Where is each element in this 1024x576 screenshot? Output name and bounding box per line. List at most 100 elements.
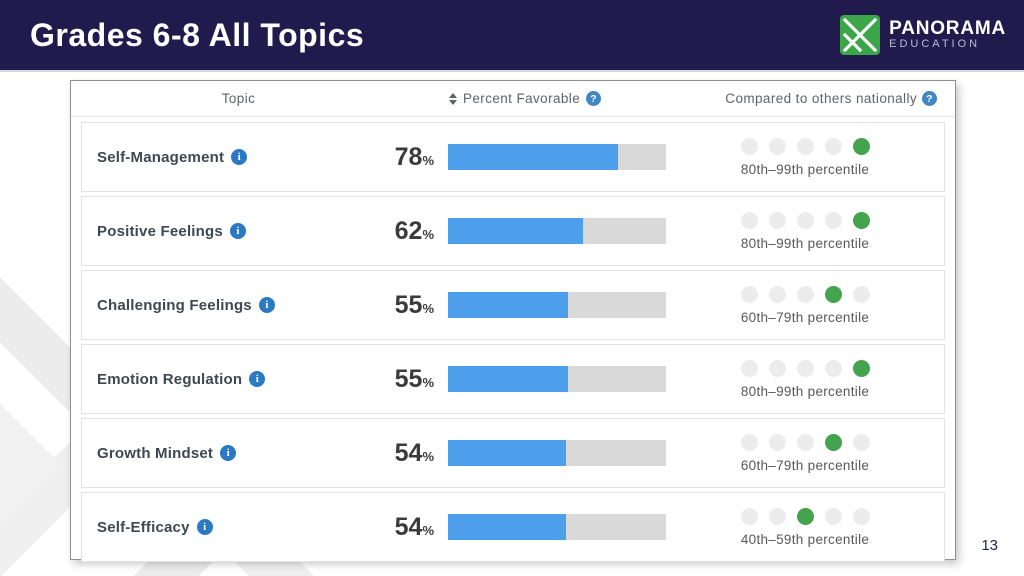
percent-bar-cell (448, 514, 666, 540)
table-row: Growth Mindset i 54% 60th–79th percentil… (81, 418, 945, 488)
percentile-dot (824, 507, 842, 525)
percent-bar-fill (448, 144, 619, 170)
percent-bar-cell (448, 440, 666, 466)
percentile-indicator: 40th–59th percentile (666, 507, 944, 547)
topic-label: Emotion Regulation (97, 370, 243, 388)
percentile-indicator: 60th–79th percentile (666, 433, 944, 473)
topic-cell: Growth Mindset i (82, 445, 362, 462)
table-header-row: Topic Percent Favorable ? Compared to ot… (71, 81, 955, 117)
percentile-dot (824, 137, 842, 155)
percentile-dot (740, 211, 758, 229)
table-row: Emotion Regulation i 55% 80th–99th perce… (81, 344, 945, 414)
percentile-dots (740, 359, 870, 377)
table-row: Self-Efficacy i 54% 40th–59th percentile (81, 492, 945, 562)
percent-bar-track (448, 144, 666, 170)
percent-bar-track (448, 292, 666, 318)
percentile-dot-active (824, 433, 842, 451)
topic-cell: Challenging Feelings i (82, 297, 362, 314)
percentile-dot-active (796, 507, 814, 525)
info-icon[interactable]: i (249, 371, 266, 387)
percentile-indicator: 80th–99th percentile (666, 211, 944, 251)
percentile-dot (796, 359, 814, 377)
percentile-indicator: 60th–79th percentile (666, 285, 944, 325)
percentile-dot (852, 433, 870, 451)
table-row: Challenging Feelings i 55% 60th–79th per… (81, 270, 945, 340)
info-icon[interactable]: i (258, 297, 275, 313)
percent-sign: % (422, 152, 434, 168)
percent-number: 78 (394, 142, 423, 171)
percentile-dot (796, 137, 814, 155)
column-header-compared-nationally: Compared to others nationally ? (725, 91, 937, 106)
percentile-label: 80th–99th percentile (740, 383, 870, 399)
percent-favorable-value: 55% (362, 291, 434, 320)
percent-number: 62 (394, 216, 423, 245)
topic-label: Self-Management (97, 148, 225, 166)
percentile-dot (824, 359, 842, 377)
percent-bar-fill (448, 440, 566, 466)
percentile-dot (852, 285, 870, 303)
percent-bar-fill (448, 514, 566, 540)
topic-cell: Self-Management i (82, 149, 362, 166)
percent-number: 54 (394, 512, 423, 541)
panorama-logo-mark (840, 15, 881, 55)
percent-sign: % (422, 522, 434, 538)
percent-bar-cell (448, 292, 666, 318)
percent-bar-fill (448, 218, 584, 244)
percent-sign: % (422, 226, 434, 242)
percentile-label: 80th–99th percentile (740, 161, 870, 177)
percentile-label: 60th–79th percentile (740, 457, 870, 473)
percentile-dot (740, 433, 758, 451)
percentile-dot (740, 359, 758, 377)
percent-sign: % (422, 374, 434, 390)
logo-sub-label: EDUCATION (889, 38, 981, 51)
panorama-logo: PANORAMA EDUCATION (840, 15, 1006, 55)
percentile-dots (740, 137, 870, 155)
column-header-percent-label: Percent Favorable (463, 91, 581, 106)
percentile-dot-active (852, 137, 870, 155)
percent-number: 55 (394, 364, 423, 393)
info-icon[interactable]: i (231, 149, 248, 165)
percentile-dots (740, 211, 870, 229)
topic-label: Growth Mindset (97, 444, 214, 462)
column-header-percent-favorable[interactable]: Percent Favorable ? (449, 91, 602, 106)
percent-bar-track (448, 366, 666, 392)
percentile-dot (768, 359, 786, 377)
percent-favorable-value: 62% (362, 217, 434, 246)
column-header-topic: Topic (221, 91, 256, 106)
percentile-dot (796, 433, 814, 451)
topic-label: Self-Efficacy (97, 518, 190, 536)
table-body: Self-Management i 78% 80th–99th percenti… (71, 117, 955, 562)
percent-bar-track (448, 218, 666, 244)
topic-label: Positive Feelings (97, 222, 223, 240)
info-icon[interactable]: i (220, 445, 237, 461)
percentile-dot-active (824, 285, 842, 303)
percent-bar-cell (448, 218, 666, 244)
percentile-label: 60th–79th percentile (740, 309, 870, 325)
percentile-dot-active (852, 211, 870, 229)
info-icon[interactable]: i (196, 519, 213, 535)
percentile-dot (768, 507, 786, 525)
percent-bar-track (448, 514, 666, 540)
topic-cell: Emotion Regulation i (82, 371, 362, 388)
percent-bar-cell (448, 144, 666, 170)
sort-icon[interactable] (449, 92, 457, 105)
percentile-label: 80th–99th percentile (740, 235, 870, 251)
topic-cell: Positive Feelings i (82, 223, 362, 240)
percent-favorable-value: 54% (362, 513, 434, 542)
percentile-dots (740, 433, 870, 451)
help-icon-compared-nationally[interactable]: ? (922, 91, 937, 106)
percent-number: 54 (394, 438, 423, 467)
info-icon[interactable]: i (229, 223, 246, 239)
percentile-dot (740, 285, 758, 303)
help-icon-percent-favorable[interactable]: ? (586, 91, 602, 106)
percent-sign: % (422, 300, 434, 316)
topic-cell: Self-Efficacy i (82, 519, 362, 536)
percentile-dot (768, 137, 786, 155)
percentile-dot (740, 507, 758, 525)
percent-bar-fill (448, 366, 568, 392)
percentile-dot (852, 507, 870, 525)
percentile-label: 40th–59th percentile (740, 531, 870, 547)
percentile-dot (740, 137, 758, 155)
topic-label: Challenging Feelings (97, 296, 252, 314)
percent-bar-track (448, 440, 666, 466)
